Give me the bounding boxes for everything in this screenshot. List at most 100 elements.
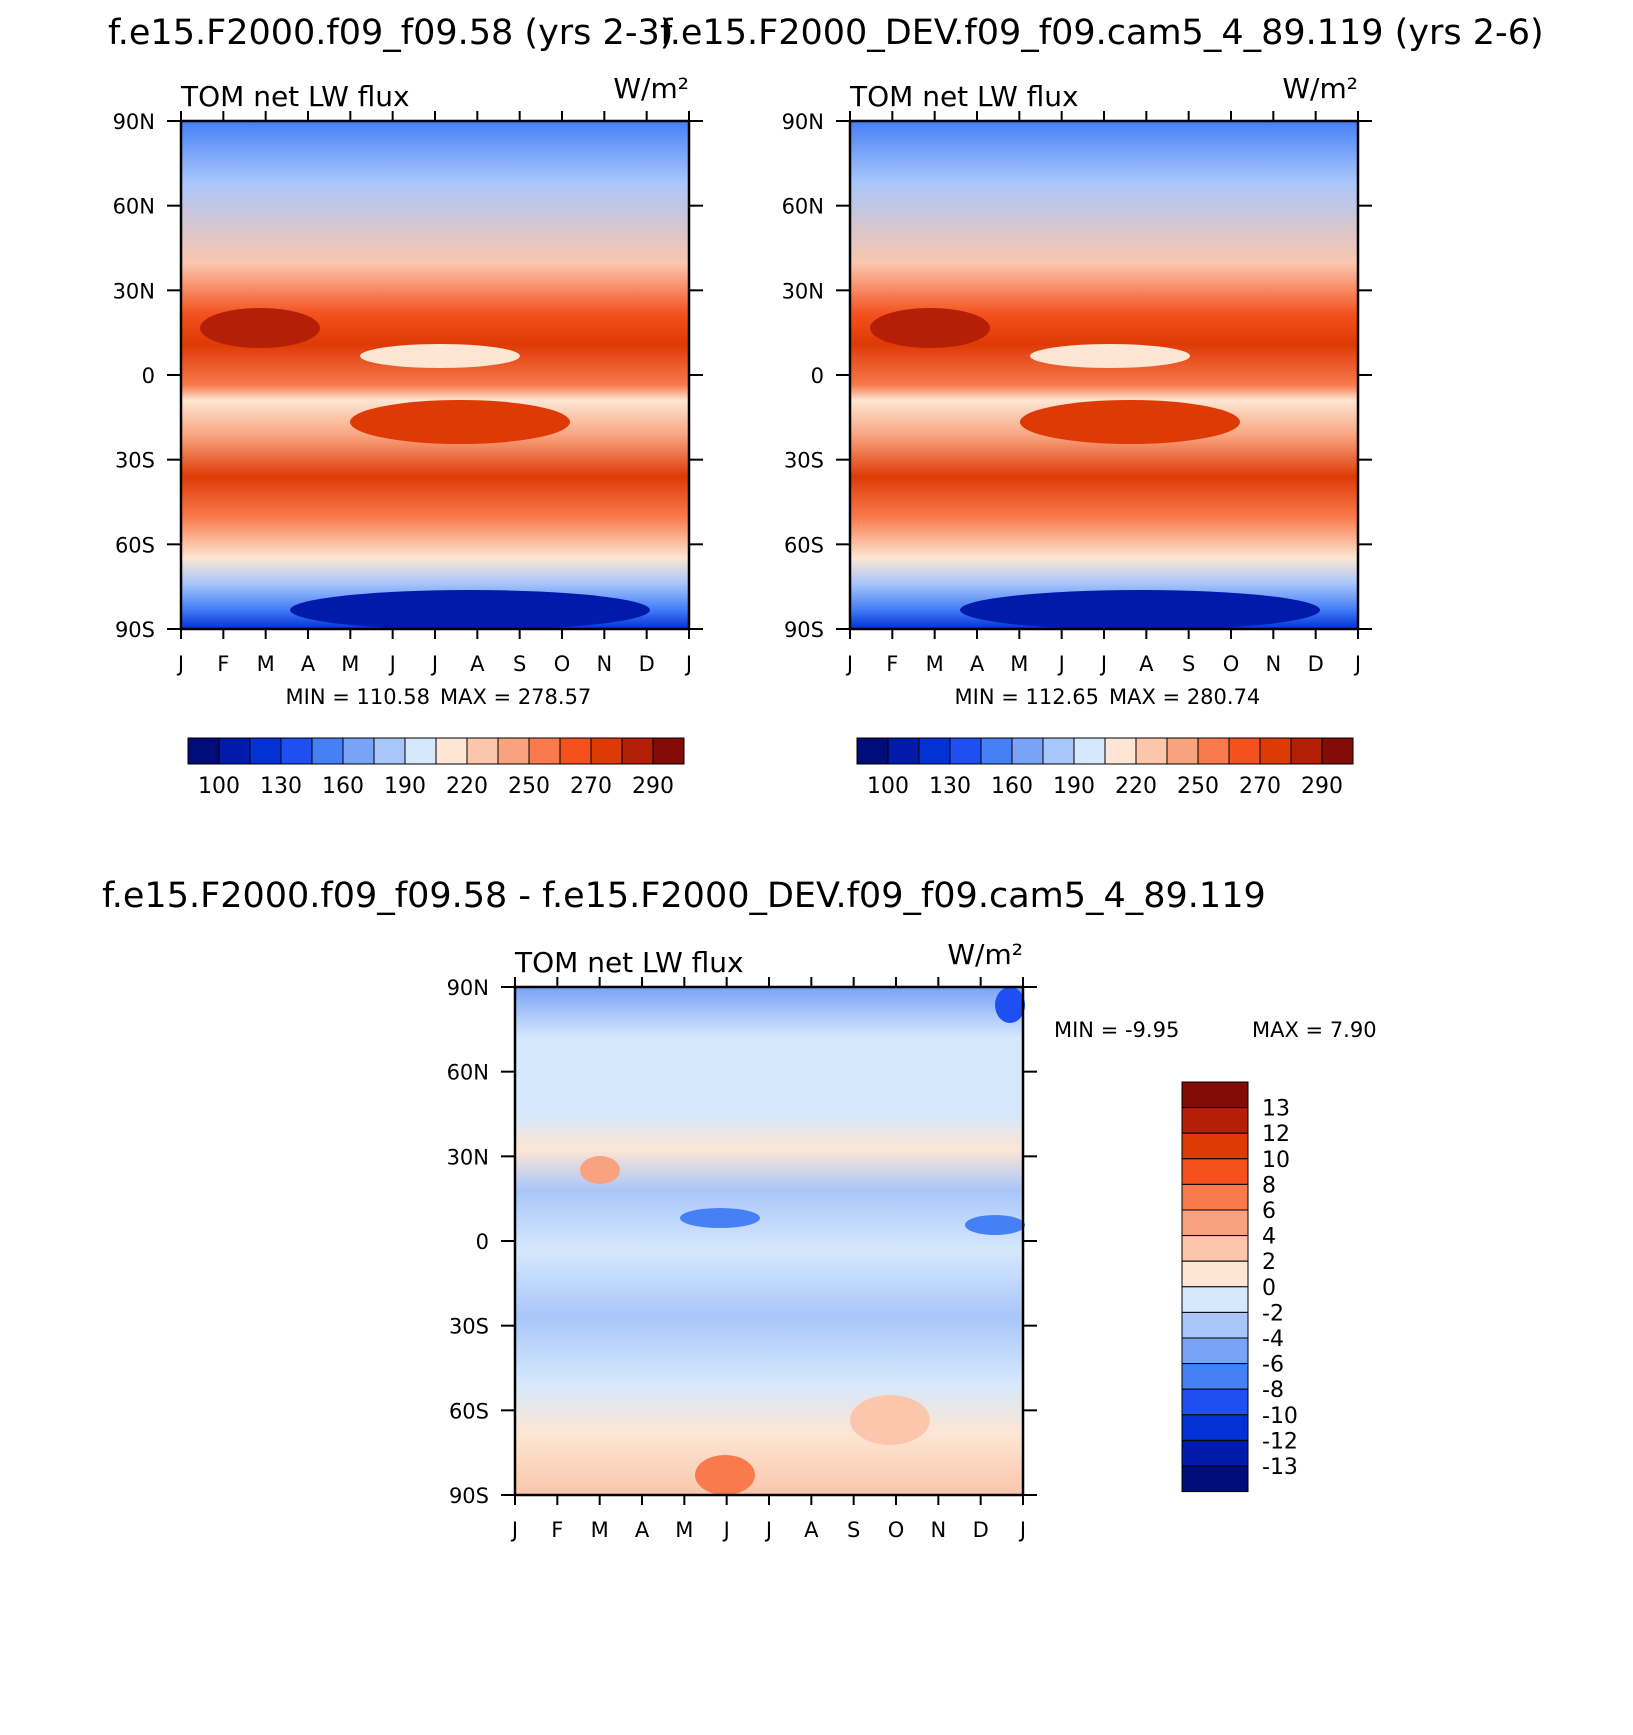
y-tick-label: 0 [811, 364, 824, 388]
y-tick-label: 30N [782, 279, 824, 303]
x-tick-label: O [554, 652, 571, 676]
panel-a-sh-core [350, 400, 570, 444]
colorbar-swatch [187, 737, 220, 765]
colorbar-label: 270 [570, 774, 612, 799]
x-tick-label: J [1018, 1518, 1026, 1542]
panel-diff-blob-2 [965, 1215, 1025, 1235]
panel-b-eq-min [1030, 344, 1190, 368]
x-tick-label: N [596, 652, 612, 676]
panel-b-yticks: 90N 60N 30N 0 30S 60S 90S [782, 110, 1372, 642]
panel-b-max: MAX = 280.74 [1109, 685, 1260, 709]
x-tick-label: M [341, 652, 359, 676]
x-tick-label: J [764, 1518, 772, 1542]
y-tick-label: 90N [782, 110, 824, 134]
colorbar-label: 130 [260, 774, 302, 799]
x-tick-label: J [722, 1518, 730, 1542]
colorbar-swatch [1290, 737, 1323, 765]
colorbar-label: 290 [1301, 774, 1343, 799]
x-tick-label: N [930, 1518, 946, 1542]
colorbar-swatch [1181, 1107, 1249, 1134]
x-tick-label: S [513, 652, 526, 676]
colorbar-label: 290 [632, 774, 674, 799]
colorbar-label: -13 [1262, 1455, 1298, 1480]
x-tick-label: D [639, 652, 655, 676]
panel-a-subtitle: TOM net LW flux [180, 80, 410, 113]
colorbar-swatch [1181, 1388, 1249, 1416]
colorbar-swatch [856, 737, 889, 765]
x-tick-label: F [886, 652, 898, 676]
colorbar-swatch [1181, 1363, 1249, 1390]
x-tick-label: O [888, 1518, 905, 1542]
colorbar-swatch [1104, 737, 1137, 765]
colorbar-label: 8 [1262, 1173, 1276, 1198]
x-tick-label: A [470, 652, 485, 676]
panel-a-sp-low [290, 590, 650, 630]
y-tick-label: 90S [449, 1484, 489, 1508]
colorbar-swatch [1073, 737, 1106, 765]
y-tick-label: 90S [115, 618, 155, 642]
colorbar-swatch [1197, 737, 1230, 765]
y-tick-label: 60N [447, 1061, 489, 1085]
colorbar-label: 2 [1262, 1250, 1276, 1275]
x-tick-label: J [1353, 652, 1361, 676]
colorbar-label: -10 [1262, 1404, 1298, 1429]
x-tick-label: A [1139, 652, 1154, 676]
colorbar-swatch [652, 737, 685, 765]
panel-diff-blob-4 [695, 1455, 755, 1495]
panel-a: J F M A M J J A S O N D J 90N 60N 30N 0 30S 60S 90S TOM ne… [113, 72, 703, 799]
y-tick-label: 60S [784, 533, 824, 557]
left-title: f.e15.F2000.f09_f09.58 (yrs 2-3) [108, 13, 673, 53]
panel-a-yticks: 90N 60N 30N 0 30S 60S 90S [113, 110, 703, 642]
colorbar-swatch [1166, 737, 1199, 765]
colorbar-label: -2 [1262, 1301, 1284, 1326]
panel-diff: J F M A M J J A S O N D J 90N 60N 30N 0 30S 60S 90S TOM ne… [447, 938, 1377, 1542]
x-tick-label: M [675, 1518, 693, 1542]
x-tick-label: M [257, 652, 275, 676]
panel-diff-blob-5 [995, 987, 1025, 1023]
colorbar-label: 160 [991, 774, 1033, 799]
panel-diff-blob-6 [850, 1395, 930, 1445]
x-tick-label: J [1057, 652, 1065, 676]
colorbar-swatch [435, 737, 468, 765]
colorbar-swatch [918, 737, 951, 765]
x-tick-label: M [1010, 652, 1028, 676]
colorbar-label: 6 [1262, 1199, 1276, 1224]
colorbar-swatch [1181, 1158, 1249, 1185]
colorbar-label: 220 [446, 774, 488, 799]
panel-b-subtitle: TOM net LW flux [849, 80, 1079, 113]
colorbar-swatch [980, 737, 1013, 765]
colorbar-label: 220 [1115, 774, 1157, 799]
x-tick-label: D [973, 1518, 989, 1542]
colorbar-label: 250 [1177, 774, 1219, 799]
diff-title: f.e15.F2000.f09_f09.58 - f.e15.F2000_DEV… [102, 876, 1266, 916]
x-tick-label: A [301, 652, 316, 676]
right-title: f.e15.F2000_DEV.f09_f09.cam5_4_89.119 (y… [660, 13, 1544, 53]
y-tick-label: 60S [449, 1399, 489, 1423]
colorbar-label: 250 [508, 774, 550, 799]
colorbar-swatch [497, 737, 530, 765]
colorbar-swatch [621, 737, 654, 765]
colorbar-swatch [1181, 1235, 1249, 1262]
x-tick-label: M [591, 1518, 609, 1542]
colorbar-swatch [949, 737, 982, 765]
x-tick-label: A [635, 1518, 650, 1542]
x-tick-label: J [176, 652, 184, 676]
y-tick-label: 60N [113, 195, 155, 219]
colorbar-label: 4 [1262, 1225, 1276, 1250]
x-tick-label: J [1099, 652, 1107, 676]
panel-b-sh-core [1020, 400, 1240, 444]
colorbar-swatch [1181, 1439, 1249, 1467]
x-tick-label: O [1223, 652, 1240, 676]
colorbar-label: -6 [1262, 1353, 1284, 1378]
panel-b-field [850, 121, 1358, 629]
colorbar-swatch [1181, 1311, 1249, 1339]
y-tick-label: 30S [449, 1315, 489, 1339]
colorbar-label: 100 [198, 774, 240, 799]
colorbar-label: -4 [1262, 1327, 1284, 1352]
x-tick-label: J [845, 652, 853, 676]
y-tick-label: 90N [447, 976, 489, 1000]
colorbar-label: 190 [1053, 774, 1095, 799]
